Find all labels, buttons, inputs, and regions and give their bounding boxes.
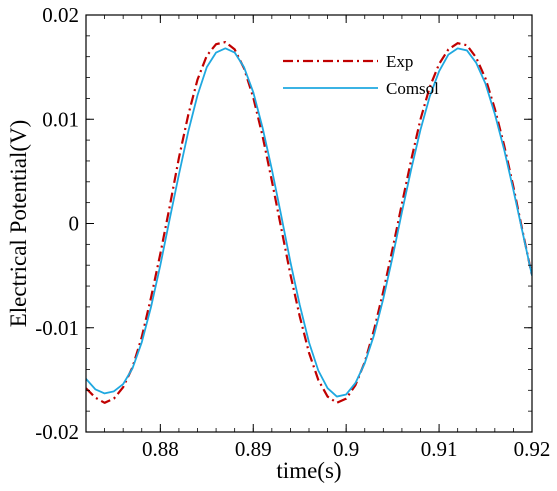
plot-frame	[85, 14, 533, 433]
x-tick-label: 0.9	[333, 437, 359, 461]
x-tick-label: 0.91	[421, 437, 458, 461]
y-tick-label: -0.01	[35, 316, 79, 340]
series-line-comsol	[86, 47, 532, 398]
y-tick-label: 0	[69, 212, 80, 236]
y-tick-label: 0.01	[42, 107, 79, 131]
y-tick-label: 0.02	[42, 3, 79, 27]
legend: Exp Comsol	[283, 52, 439, 98]
series-layer	[86, 40, 532, 404]
x-tick-label: 0.92	[514, 437, 551, 461]
x-tick-label: 0.89	[235, 437, 272, 461]
legend-label-comsol: Comsol	[386, 79, 439, 98]
legend-label-exp: Exp	[386, 52, 413, 71]
ticks-layer: 0.88 0.89 0.9 0.91 0.92 -0.02 -0.01 0 0.01 0.02	[35, 3, 550, 461]
x-tick-label: 0.88	[142, 437, 179, 461]
y-axis-title: Electrical Potential(V)	[6, 120, 31, 328]
series-line-exp	[86, 40, 532, 404]
y-tick-label: -0.02	[35, 420, 79, 444]
x-axis-title: time(s)	[276, 458, 341, 483]
